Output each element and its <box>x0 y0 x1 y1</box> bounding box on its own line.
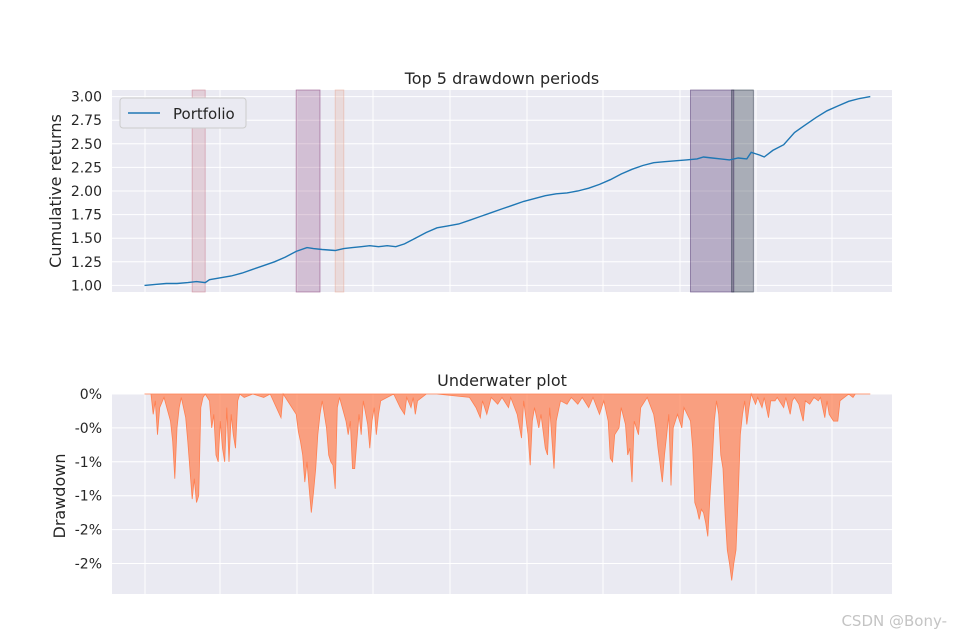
top-y-tick-label: 2.00 <box>71 184 102 200</box>
bottom-y-tick-label: -2% <box>75 523 102 539</box>
top-y-tick-label: 3.00 <box>71 90 102 106</box>
bottom-y-tick-label: -0% <box>75 421 102 437</box>
bottom-y-axis-label: Drawdown <box>50 454 69 539</box>
bottom-y-tick-labels: 0% -0% -1% -1% -2% -2% <box>75 387 102 572</box>
drawdown-period-spans <box>191 89 754 293</box>
top-chart-title: Top 5 drawdown periods <box>404 69 600 88</box>
watermark: CSDN @Bony- <box>841 612 947 630</box>
underwater-fill <box>144 392 871 581</box>
portfolio-series <box>144 95 871 287</box>
legend: Portfolio <box>119 97 247 129</box>
top-grid <box>112 90 892 292</box>
drawdown-period-span <box>690 89 735 293</box>
top-y-tick-label: 2.50 <box>71 137 102 153</box>
drawdown-period-span <box>191 89 206 293</box>
top-y-tick-labels: 1.00 1.25 1.50 1.75 2.00 2.25 2.50 2.75 3.00 <box>71 90 102 295</box>
drawdown-period-span <box>731 89 754 293</box>
bottom-y-tick-label: -1% <box>75 489 102 505</box>
top-y-tick-label: 1.25 <box>71 255 102 271</box>
top-y-axis-label: Cumulative returns <box>46 114 65 268</box>
top-y-tick-label: 1.00 <box>71 278 102 294</box>
top-y-tick-label: 2.25 <box>71 160 102 176</box>
bottom-plot-background <box>112 394 892 594</box>
top-y-tick-label: 2.75 <box>71 113 102 129</box>
portfolio-line <box>144 95 871 287</box>
cumulative-returns-panel: 1.00 1.25 1.50 1.75 2.00 2.25 2.50 2.75 3.00 Top… <box>46 69 892 294</box>
underwater-area <box>144 392 871 581</box>
top-y-tick-label: 1.50 <box>71 231 102 247</box>
drawdown-period-span <box>295 89 321 293</box>
legend-box <box>119 97 247 129</box>
underwater-panel: 0% -0% -1% -1% -2% -2% Underwater plot Drawdo… <box>50 371 892 594</box>
bottom-chart-title: Underwater plot <box>437 371 567 390</box>
bottom-y-tick-label: -1% <box>75 455 102 471</box>
bottom-y-tick-label: 0% <box>80 387 102 403</box>
drawdown-period-span <box>334 89 345 293</box>
legend-entry-portfolio: Portfolio <box>173 105 235 123</box>
top-y-tick-label: 1.75 <box>71 208 102 224</box>
bottom-y-tick-label: -2% <box>75 556 102 572</box>
